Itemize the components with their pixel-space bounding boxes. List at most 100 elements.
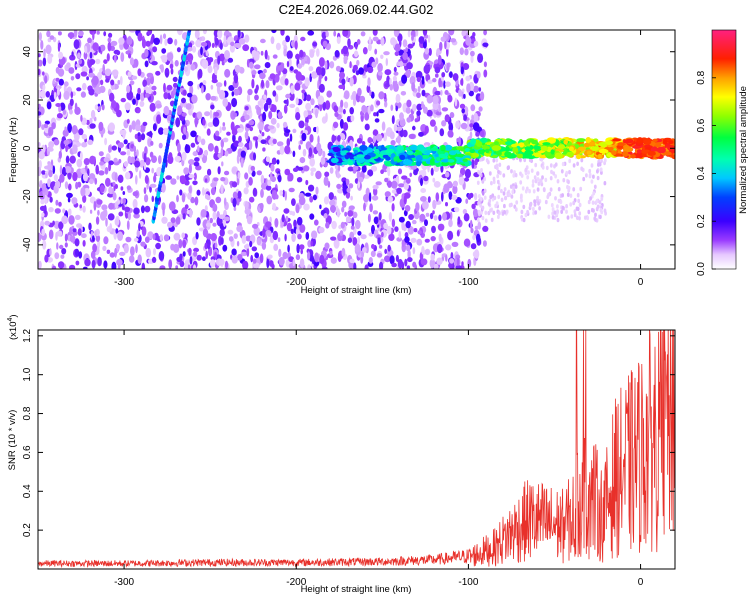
heatmap-noise-cell (210, 84, 214, 90)
heatmap-noise-cell (395, 126, 403, 132)
heatmap-noise-cell (403, 194, 407, 205)
heatmap-carrier-cell (346, 152, 353, 156)
x-tick-label: 0 (638, 577, 644, 588)
heatmap-noise-cell (461, 108, 466, 114)
heatmap-noise-cell (474, 225, 479, 231)
heatmap-noise-cell (353, 50, 359, 58)
heatmap-noise-cell (164, 38, 168, 46)
heatmap-noise-cell (100, 44, 106, 52)
heatmap-noise-cell (137, 68, 142, 77)
heatmap-faint-cell (534, 162, 538, 168)
heatmap-faint-cell (536, 171, 540, 176)
heatmap-noise-cell (87, 139, 94, 146)
heatmap-noise-cell (129, 57, 135, 66)
heatmap-faint-cell (596, 175, 600, 181)
heatmap-noise-cell (422, 200, 429, 210)
heatmap-noise-cell (271, 104, 277, 113)
heatmap-faint-cell (515, 200, 519, 205)
heatmap-noise-cell (416, 92, 421, 99)
heatmap-noise-cell (274, 218, 279, 228)
heatmap-noise-cell (150, 36, 154, 45)
heatmap-noise-cell (140, 92, 145, 102)
heatmap-noise-cell (292, 167, 299, 172)
heatmap-noise-cell (391, 262, 397, 268)
heatmap-faint-cell (569, 193, 573, 198)
heatmap-noise-cell (460, 66, 464, 75)
heatmap-noise-cell (219, 126, 222, 134)
heatmap-carrier-cell (470, 138, 476, 145)
heatmap-noise-cell (237, 254, 243, 261)
heatmap-noise-cell (244, 172, 249, 180)
heatmap-noise-cell (316, 48, 320, 57)
heatmap-noise-cell (188, 159, 195, 165)
heatmap-noise-cell (57, 42, 61, 52)
heatmap-noise-cell (326, 90, 333, 98)
heatmap-carrier-cell (353, 149, 358, 154)
heatmap-faint-cell (506, 165, 510, 171)
heatmap-noise-cell (200, 85, 204, 94)
heatmap-noise-cell (337, 188, 344, 194)
heatmap-noise-cell (448, 262, 453, 269)
heatmap-noise-cell (88, 88, 95, 96)
heatmap-noise-cell (346, 116, 351, 123)
heatmap-noise-cell (470, 104, 476, 112)
heatmap-noise-cell (92, 32, 95, 41)
heatmap-noise-cell (455, 120, 460, 129)
heatmap-noise-cell (183, 126, 187, 135)
heatmap-noise-cell (295, 53, 300, 60)
heatmap-noise-cell (151, 167, 155, 174)
heatmap-noise-cell (95, 164, 99, 175)
heatmap-noise-cell (175, 117, 181, 128)
snr-multiplier: (x104) (7, 314, 19, 340)
heatmap-noise-cell (219, 228, 225, 237)
heatmap-noise-cell (360, 234, 367, 240)
heatmap-noise-cell (126, 118, 130, 124)
heatmap-noise-cell (441, 107, 449, 112)
heatmap-noise-cell (223, 80, 227, 87)
heatmap-noise-cell (468, 90, 474, 97)
heatmap-noise-cell (438, 104, 441, 113)
heatmap-noise-cell (94, 104, 99, 110)
heatmap-noise-cell (231, 255, 238, 264)
heatmap-noise-cell (279, 145, 285, 155)
heatmap-noise-cell (98, 121, 104, 132)
heatmap-faint-cell (592, 191, 596, 196)
heatmap-carrier-cell (611, 150, 617, 156)
heatmap-noise-cell (71, 51, 74, 57)
heatmap-noise-cell (248, 61, 254, 69)
heatmap-noise-cell (238, 141, 244, 148)
heatmap-carrier-cell (464, 160, 469, 167)
heatmap-noise-cell (202, 80, 207, 85)
heatmap-noise-cell (407, 43, 414, 49)
heatmap-noise-cell (241, 235, 247, 244)
heatmap-noise-cell (118, 251, 126, 256)
heatmap-faint-cell (477, 201, 480, 206)
heatmap-noise-cell (465, 36, 472, 46)
heatmap-noise-cell (282, 121, 288, 128)
heatmap-noise-cell (252, 136, 259, 141)
heatmap-noise-cell (130, 246, 135, 256)
snr-panel: -300 -200 -100 0 0.20.40.60.81.01.2 Height … (7, 314, 676, 595)
heatmap-noise-cell (342, 45, 349, 55)
heatmap-noise-cell (70, 76, 75, 81)
heatmap-noise-cell (354, 178, 359, 184)
heatmap-noise-cell (317, 95, 325, 105)
heatmap-faint-cell (534, 210, 538, 215)
heatmap-noise-cell (464, 177, 470, 182)
heatmap-noise-cell (124, 206, 131, 213)
heatmap-noise-cell (401, 220, 405, 231)
heatmap-faint-cell (492, 176, 496, 181)
heatmap-carrier-cell (356, 156, 366, 164)
heatmap-noise-cell (155, 242, 162, 250)
heatmap-noise-cell (408, 133, 416, 140)
heatmap-noise-cell (463, 93, 466, 99)
x-tick-label: -100 (458, 277, 478, 288)
heatmap-noise-cell (248, 120, 255, 126)
heatmap-noise-cell (48, 141, 54, 149)
heatmap-noise-cell (210, 104, 215, 110)
heatmap-noise-cell (84, 258, 91, 267)
heatmap-carrier-cell (550, 149, 555, 155)
heatmap-noise-cell (372, 129, 379, 137)
heatmap-noise-cell (122, 191, 126, 195)
heatmap-noise-cell (452, 185, 458, 195)
